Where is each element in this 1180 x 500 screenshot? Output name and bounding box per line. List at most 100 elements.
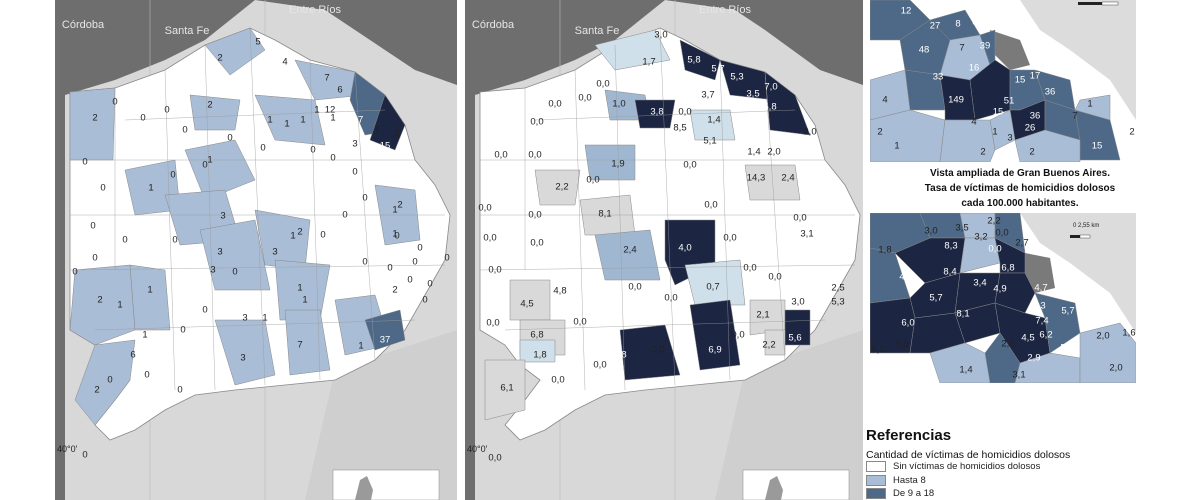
district [594,29,671,71]
district-value: 1 [117,300,122,311]
legend-item: Hasta 8 [866,474,926,486]
district-value: 0 [387,263,392,274]
district-value: 0 [177,385,182,396]
district-value: 0,0 [793,213,806,224]
district-value: 4,8 [553,286,566,297]
district-value: 1,4 [707,115,720,126]
district-value: 6,2 [1039,330,1052,341]
district-value: 4 [971,117,976,128]
district-value: 3,1 [800,229,813,240]
district-value: 2,0 [803,127,816,138]
north-arrow [1078,1,1119,6]
district-value: 2,5 [831,283,844,294]
district-value: 1 [302,295,307,306]
district-value: 1 [142,330,147,341]
province-label: Córdoba [62,19,105,31]
neighbor-provinces [465,0,863,95]
district-value: 0 [100,183,105,194]
district-value: 39 [980,41,991,52]
district [74,339,136,426]
district-value: 2,0 [767,147,780,158]
district-value: 1,6 [1122,328,1135,339]
district-value: 36 [1045,87,1056,98]
district-value: 1,8 [533,350,546,361]
district-value: 0 [140,113,145,124]
district-value: 0 [144,370,149,381]
legend-label: De 9 a 18 [893,487,935,499]
district [214,319,276,386]
district-borders [479,27,856,391]
inset-caption: Vista ampliada de Gran Buenos Aires. Tas… [872,166,1168,211]
district-value: 1,8 [878,245,891,256]
district-value: 8,1 [956,309,969,320]
district-value: 4,8 [613,350,626,361]
district [284,309,331,376]
district-value: 3 [220,211,225,222]
locator-map [742,469,850,500]
district [634,99,676,129]
district-value: 2 [394,129,399,140]
district-value: 37 [353,115,364,126]
district-value: 1 [147,285,152,296]
district-value: 0 [82,450,87,461]
district-value: 6,8 [530,330,543,341]
district-value: 1,4 [959,365,972,376]
district-value: 8,3 [944,241,957,252]
district-value: 1 [267,115,272,126]
district-value: 1 [392,229,397,240]
legend-swatch [866,460,886,472]
legend-item: De 9 a 18 [866,487,934,499]
district-value: 1 [148,183,153,194]
district-value: 0 [417,243,422,254]
district-value: 0,0 [678,107,691,118]
district-value: 0 [72,267,77,278]
district-value: 0 [352,167,357,178]
district-value: 0 [330,153,335,164]
district-value: 0,0 [528,210,541,221]
caption-line: Vista ampliada de Gran Buenos Aires. [929,168,1111,179]
district-value: 149 [948,95,964,106]
capital-city [1025,253,1055,293]
locator-map [332,469,440,500]
province-label: Córdoba [472,19,515,31]
district-value: 33 [933,72,944,83]
locator-shape [765,476,783,500]
district-value: 0 [310,145,315,156]
district-value: 2 [94,385,99,396]
district-value: 0 [92,253,97,264]
province-label: Santa Fe [575,25,620,37]
district-value: 0,0 [586,175,599,186]
district-value: 3,8 [650,107,663,118]
district-value: 27 [930,21,941,32]
district-value: 0,0 [548,99,561,110]
district-value: 51 [1004,96,1015,107]
district-value: 0,0 [995,228,1008,239]
district-value: 5 [255,37,260,48]
district [619,324,681,381]
district-value: 4 [882,95,887,106]
district-value: 5,6 [788,333,801,344]
scale-bar: 0 2,55 km [1070,223,1099,239]
district-value: 0,0 [731,330,744,341]
province-label: Entre Ríos [289,4,341,16]
district [189,94,241,131]
district-value: 1 [358,341,363,352]
district-value: 1 [314,105,319,116]
map-victim-rate: Córdoba Santa Fe Entre Ríos 40°0' 3,0 1,… [465,0,863,500]
district-value: 0 [182,125,187,136]
district-value: 0,0 [651,345,664,356]
district-value: 3,5 [746,89,759,100]
district-value: 0 [362,193,367,204]
legend-swatch [866,474,886,486]
district [534,169,581,206]
scale-label: 0 2,55 km [1073,223,1099,229]
district-value: 2 [207,100,212,111]
district-value: 2 [877,127,882,138]
district-value: 3 [240,353,245,364]
district-value: 3 [972,17,977,28]
district-value: 6,8 [763,102,776,113]
district-value: 5,7 [929,293,942,304]
district-value: 2,0 [1096,331,1109,342]
neighbor-provinces [55,0,457,95]
district-value: 0 [164,105,169,116]
